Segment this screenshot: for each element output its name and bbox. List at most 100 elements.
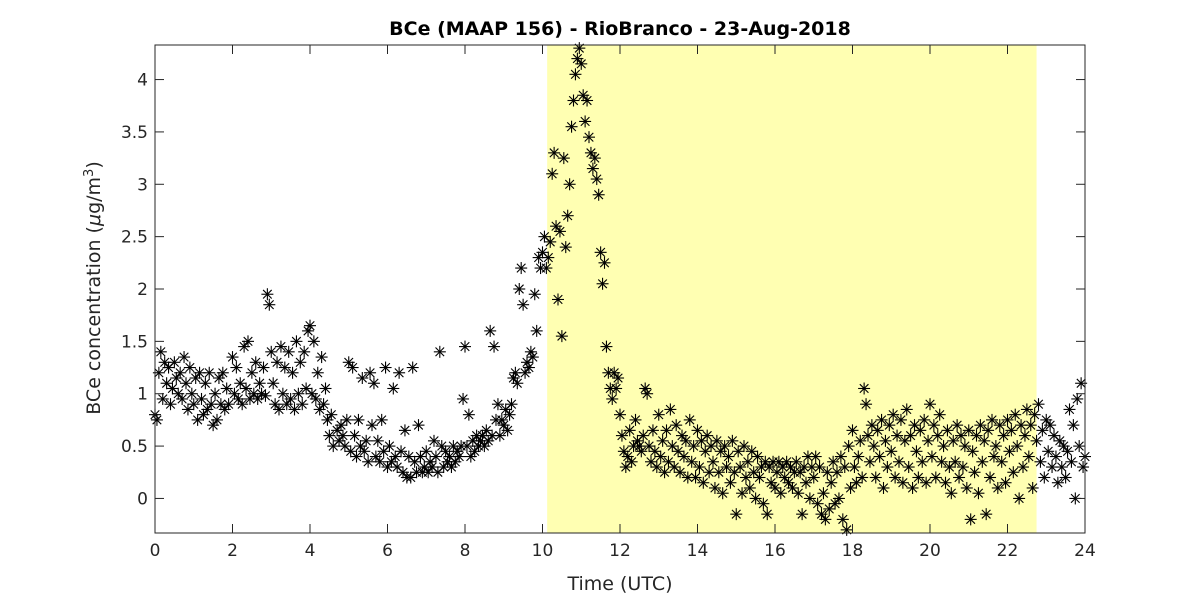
data-point [819, 513, 832, 526]
data-point [784, 461, 797, 474]
data-point [730, 508, 743, 521]
y-tick-label: 0 [137, 489, 148, 509]
data-point [889, 471, 902, 484]
data-point [486, 429, 499, 442]
data-point [813, 461, 826, 474]
y-tick-label: 3 [137, 175, 148, 195]
data-point [195, 392, 208, 405]
data-point [829, 497, 842, 510]
data-point [646, 424, 659, 437]
data-point [749, 492, 762, 505]
data-point [637, 429, 650, 442]
data-point [164, 398, 177, 411]
data-point [606, 392, 619, 405]
data-point [902, 461, 915, 474]
data-point [305, 387, 318, 400]
data-point [1018, 429, 1031, 442]
data-point [935, 455, 948, 468]
data-point [885, 445, 898, 458]
data-point [741, 455, 754, 468]
data-point [150, 413, 163, 426]
data-point [1071, 392, 1084, 405]
data-point [947, 434, 960, 447]
data-point [249, 356, 262, 369]
data-point [548, 146, 561, 159]
data-point [247, 387, 260, 400]
data-point [1057, 440, 1070, 453]
data-point [687, 440, 700, 453]
data-point [428, 434, 440, 447]
x-tick-label: 16 [764, 541, 786, 561]
data-point [168, 356, 181, 369]
data-point [894, 413, 907, 426]
data-point [1005, 424, 1018, 437]
data-point [453, 450, 466, 463]
data-point [240, 382, 253, 395]
data-point [364, 366, 377, 379]
data-point [420, 445, 433, 458]
data-point [949, 455, 962, 468]
data-point [972, 487, 985, 500]
data-point [991, 481, 1004, 494]
data-point [827, 455, 840, 468]
data-point [232, 392, 245, 405]
data-point [887, 408, 900, 421]
data-point [282, 345, 295, 358]
data-point [319, 382, 332, 395]
data-point [304, 319, 316, 332]
data-point [296, 398, 309, 411]
data-point [511, 377, 524, 390]
y-tick-label: 2.5 [121, 228, 148, 248]
data-point [623, 424, 636, 437]
data-point [922, 434, 935, 447]
data-point [997, 429, 1010, 442]
data-point [342, 356, 355, 369]
data-point [327, 440, 340, 453]
data-point [679, 434, 692, 447]
chart-title: BCe (MAAP 156) - RioBranco - 23-Aug-2018 [389, 18, 851, 40]
data-point [883, 419, 896, 432]
data-point [914, 424, 927, 437]
data-point [505, 398, 518, 411]
data-point [726, 434, 739, 447]
data-point [555, 330, 568, 343]
data-point [360, 434, 373, 447]
data-point [526, 351, 539, 364]
data-point [652, 408, 665, 421]
data-point [307, 335, 320, 348]
data-point [577, 89, 590, 102]
data-point [366, 419, 378, 432]
data-point [757, 497, 770, 510]
data-point [553, 225, 566, 238]
data-point [174, 366, 187, 379]
data-point [522, 361, 535, 374]
data-point [1061, 445, 1074, 458]
data-point [925, 450, 938, 463]
data-point [344, 445, 357, 458]
data-point [598, 256, 611, 269]
data-point [1030, 434, 1043, 447]
data-point [569, 68, 582, 81]
data-point [583, 131, 595, 144]
data-point [734, 461, 747, 474]
data-point [1051, 476, 1064, 489]
data-point [493, 429, 506, 442]
data-point [199, 377, 212, 390]
data-point [881, 461, 894, 474]
data-point [276, 387, 289, 400]
data-point [966, 445, 979, 458]
data-point [825, 476, 838, 489]
data-point [590, 173, 603, 186]
data-point [1065, 455, 1078, 468]
data-point [371, 434, 384, 447]
data-point [379, 361, 392, 374]
data-point [834, 450, 847, 463]
data-point [995, 455, 1008, 468]
data-point [807, 471, 820, 484]
data-point [958, 440, 971, 453]
data-point [842, 440, 855, 453]
data-point [1032, 398, 1045, 411]
data-point [685, 455, 698, 468]
